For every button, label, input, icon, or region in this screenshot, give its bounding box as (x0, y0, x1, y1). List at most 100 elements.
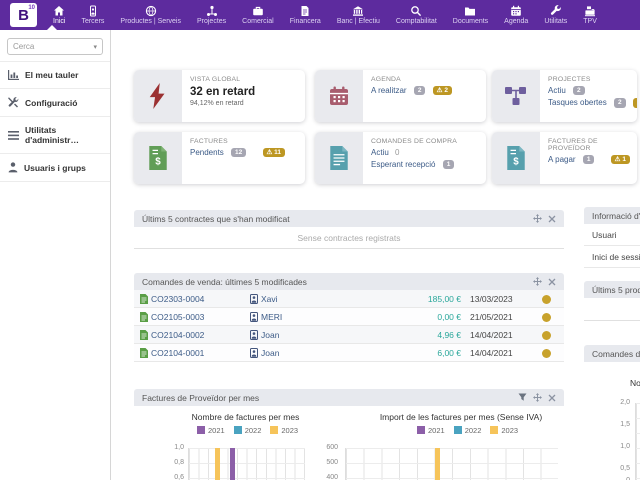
warning-badge: ⚠ 2 (433, 86, 452, 95)
y-axis-tick: 400 (316, 474, 338, 480)
legend-item-2021: 2021 (417, 426, 445, 435)
table-row[interactable]: CO2303-0004 Xavi 185,00 € 13/03/2023 (134, 290, 564, 308)
projects-open-tasks-link[interactable]: Tasques obertes (548, 98, 607, 107)
menu-item-documents[interactable]: Documents (445, 0, 496, 30)
status-dot (542, 331, 551, 340)
panel-title: Últims 5 productes/serveis modificats (592, 285, 640, 295)
panel-login-info-header: Informació d'inici de sessió (584, 207, 640, 224)
sidebar-item-usuaris-grups[interactable]: Usuaris i grups (0, 154, 110, 182)
chart-title-amount: Import de les factures per mes (Sense IV… (375, 412, 547, 422)
panel-title: Factures de Proveïdor per mes (142, 393, 259, 403)
menu-item-agenda[interactable]: Agenda (496, 0, 536, 30)
sidebar-nav: El meu tauler Configuració Utilitats d'a… (0, 61, 110, 182)
count-badge: 2 (414, 86, 426, 95)
dolibarr-dashboard: B 10 Inici Tercers Productes | Serveis P… (0, 0, 640, 480)
warning-badge: ⚠ 1 (611, 155, 630, 164)
widget-projectes[interactable]: PROJECTES Actiu 2 Tasques obertes 2 ⚠ 2 (492, 70, 637, 122)
menu-item-tpv[interactable]: TPV (575, 0, 605, 30)
legend-item-2022: 2022 (234, 426, 262, 435)
calendar-icon (328, 85, 350, 107)
close-icon[interactable] (548, 278, 556, 286)
app-logo[interactable]: B 10 (10, 3, 37, 27)
customer-link[interactable]: Xavi (261, 294, 278, 304)
order-ref-link[interactable]: CO2104-0002 (151, 330, 204, 340)
menu-item-comercial[interactable]: Comercial (234, 0, 282, 30)
filter-icon[interactable] (518, 393, 527, 402)
panel-contracts-header: Últims 5 contractes que s'han modificat (134, 210, 564, 227)
count-badge: 2 (614, 98, 626, 107)
menu-item-productes[interactable]: Productes | Serveis (112, 0, 189, 30)
y-axis-tick: 0,6 (162, 474, 184, 480)
y-axis-tick: 500 (316, 459, 338, 467)
chart-title-count: Nombre de factures per mes (168, 412, 323, 422)
y-axis-tick: 2,0 (608, 399, 630, 407)
panel-title: Comandes de venda: últimes 5 modificades (142, 277, 307, 287)
menu-item-utilitats[interactable]: Utilitats (536, 0, 575, 30)
bar-chart-orders-plot (635, 403, 640, 480)
table-row[interactable]: CO2105-0003 MERI 0,00 € 21/05/2021 (134, 308, 564, 326)
purchase-orders-awaiting-link[interactable]: Esperant recepció (371, 160, 435, 169)
chart-title-orders: Nombre de comandes per mes (630, 378, 640, 388)
table-row[interactable]: CO2104-0001 Joan 6,00 € 14/04/2021 (134, 344, 564, 362)
panel-supplier-invoice-stats-header: Factures de Proveïdor per mes (134, 389, 564, 406)
y-axis-tick: 1,0 (162, 444, 184, 452)
invoices-pending-link[interactable]: Pendents (190, 148, 224, 157)
widget-icon-area: $ (492, 132, 540, 184)
menu-item-comptabilitat[interactable]: Comptabilitat (388, 0, 445, 30)
menu-item-financera[interactable]: Financera (282, 0, 329, 30)
widget-title: AGENDA (371, 76, 479, 83)
projects-active-link[interactable]: Actiu (548, 86, 566, 95)
bar-chart-count-plot (188, 448, 305, 480)
widget-vista-global[interactable]: VISTA GLOBAL 32 en retard 94,12% en reta… (134, 70, 305, 122)
person-icon (250, 348, 258, 358)
move-icon[interactable] (533, 277, 542, 286)
widget-agenda[interactable]: AGENDA A realitzar 2 ⚠ 2 (315, 70, 486, 122)
file-alt-icon (329, 146, 349, 170)
panel-title: Últims 5 contractes que s'han modificat (142, 214, 290, 224)
svg-text:$: $ (155, 157, 161, 168)
legend-swatch-2022 (234, 426, 242, 434)
customer-link[interactable]: Joan (261, 330, 279, 340)
close-icon[interactable] (548, 215, 556, 223)
panel-last-products-header: Últims 5 productes/serveis modificats (584, 281, 640, 298)
order-ref-link[interactable]: CO2303-0004 (151, 294, 204, 304)
panel-sales-orders-header: Comandes de venda: últimes 5 modificades (134, 273, 564, 290)
sitemap-icon (504, 85, 528, 107)
panel-title: Comandes de venda per mes (592, 349, 640, 359)
y-axis-tick: 0,5 (608, 465, 630, 473)
order-date: 21/05/2021 (470, 308, 540, 326)
legend-item-2023: 2023 (270, 426, 298, 435)
sidebar-item-configuracio[interactable]: Configuració (0, 89, 110, 117)
login-info-user-row: Usuari (584, 224, 640, 246)
close-icon[interactable] (548, 394, 556, 402)
widget-icon-area (134, 70, 182, 122)
agenda-todo-link[interactable]: A realitzar (371, 86, 407, 95)
widget-title: COMANDES DE COMPRA (371, 138, 479, 145)
widget-comandes-compra[interactable]: COMANDES DE COMPRA Actiu 0 Esperant rece… (315, 132, 486, 184)
widget-factures-proveidor[interactable]: $ FACTURES DE PROVEÏDOR A pagar 1 ⚠ 1 (492, 132, 637, 184)
customer-link[interactable]: MERI (261, 312, 282, 322)
sidebar-item-utilitats-administracio[interactable]: Utilitats d'administr… (0, 117, 110, 154)
table-row[interactable]: CO2104-0002 Joan 4,96 € 14/04/2021 (134, 326, 564, 344)
menu-item-banc[interactable]: Banc | Efectiu (329, 0, 388, 30)
menu-item-tercers[interactable]: Tercers (73, 0, 112, 30)
bank-icon (352, 5, 364, 17)
supplier-invoices-topay-link[interactable]: A pagar (548, 155, 576, 164)
customer-link[interactable]: Joan (261, 348, 279, 358)
document-icon (140, 330, 148, 340)
bar-2023-amount (435, 448, 440, 480)
move-icon[interactable] (533, 393, 542, 402)
move-icon[interactable] (533, 214, 542, 223)
sidebar-search-select[interactable]: Cerca ▾ (7, 38, 103, 55)
document-icon (140, 294, 148, 304)
sidebar-item-el-meu-tauler[interactable]: El meu tauler (0, 62, 110, 89)
widget-title: VISTA GLOBAL (190, 76, 298, 83)
menu-item-projectes[interactable]: Projectes (189, 0, 234, 30)
widget-icon-area (492, 70, 540, 122)
legend-swatch-2022 (454, 426, 462, 434)
purchase-orders-active-link[interactable]: Actiu (371, 148, 389, 157)
order-ref-link[interactable]: CO2104-0001 (151, 348, 204, 358)
contracts-empty-message: Sense contractes registrats (134, 227, 564, 249)
widget-factures[interactable]: $ FACTURES Pendents 12 ⚠ 11 (134, 132, 305, 184)
order-ref-link[interactable]: CO2105-0003 (151, 312, 204, 322)
